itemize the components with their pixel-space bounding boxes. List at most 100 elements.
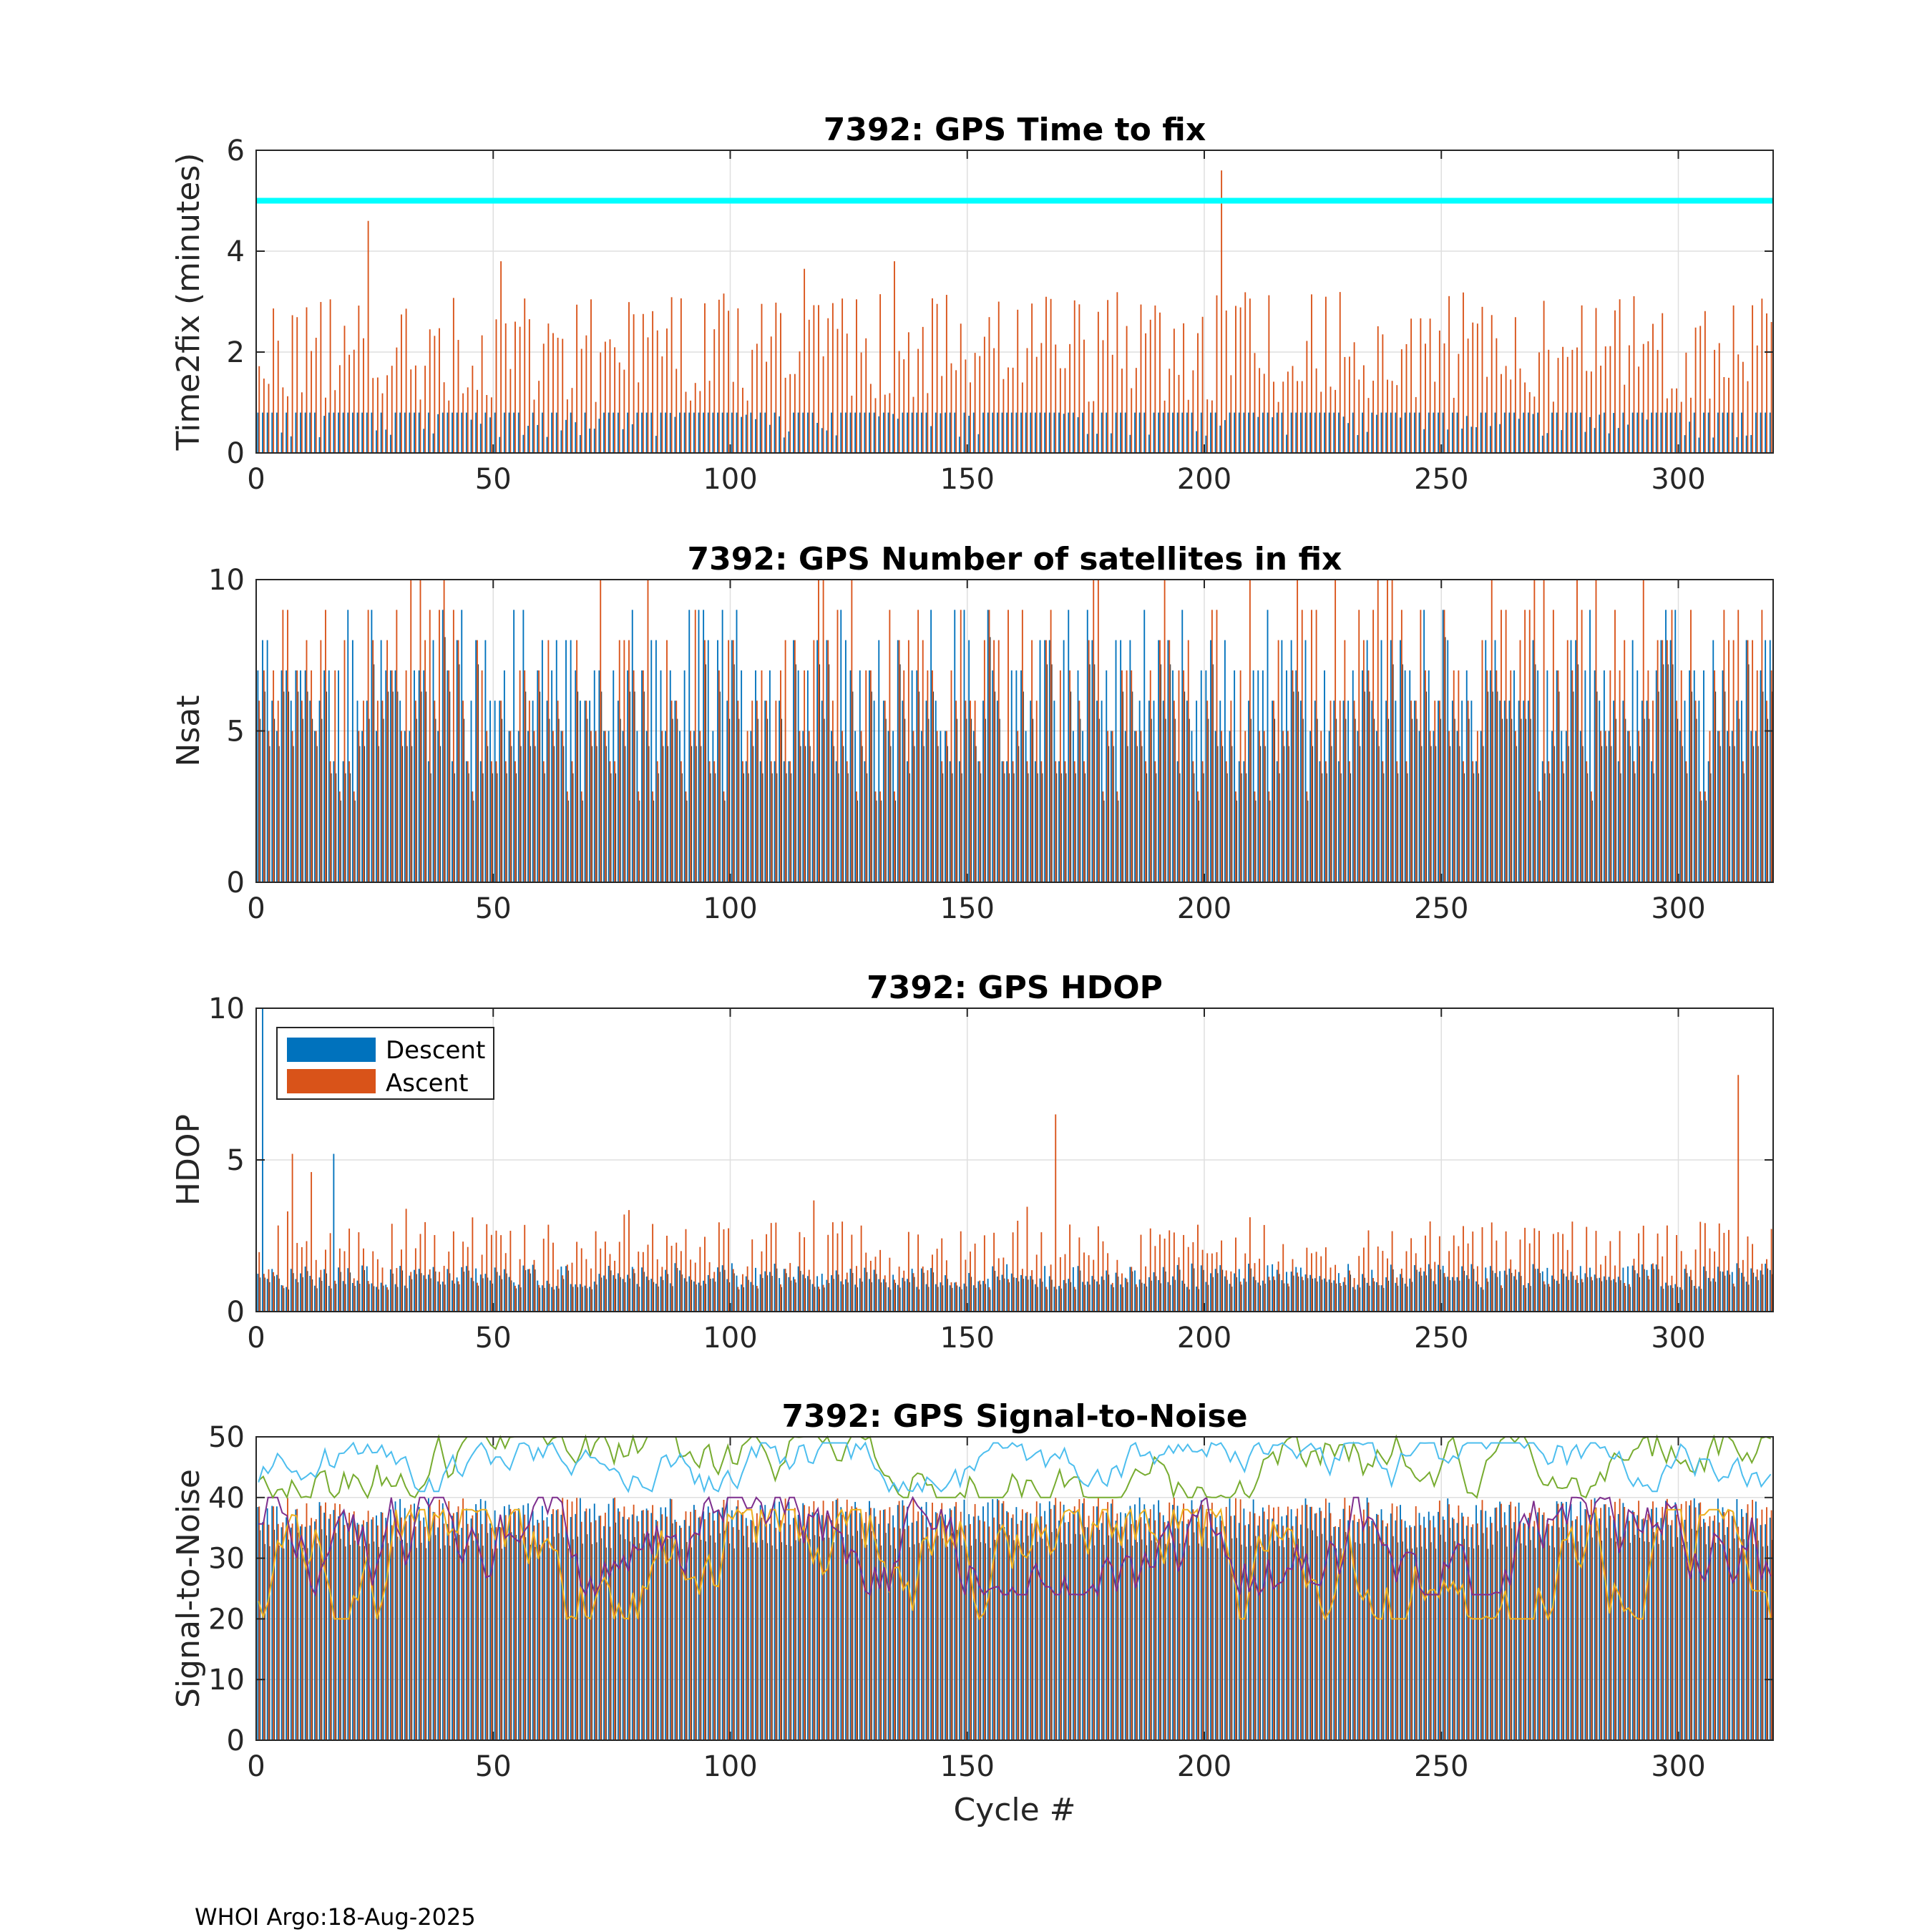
bar-ascent (699, 1516, 701, 1740)
bar-descent (1106, 412, 1108, 453)
bar-other (1146, 1545, 1148, 1740)
bar-ascent (1059, 670, 1061, 882)
bar-descent (1281, 1280, 1283, 1312)
bar-other (970, 1277, 972, 1312)
bar-descent (1433, 731, 1435, 882)
bar-other (1146, 773, 1148, 882)
bar-descent (1385, 412, 1387, 453)
bar-ascent (320, 302, 322, 453)
bar-other (274, 1529, 275, 1740)
bar-ascent (590, 1522, 592, 1740)
bar-other (648, 1279, 650, 1312)
bar-ascent (1400, 610, 1402, 882)
bar-ascent (1728, 377, 1729, 453)
bar-ascent (1107, 300, 1109, 453)
bar-other (1473, 1269, 1475, 1312)
bar-descent (835, 1499, 837, 1740)
bar-descent (461, 610, 463, 882)
bar-other (643, 1272, 645, 1312)
bar-descent (1750, 1522, 1752, 1740)
bar-ascent (1737, 1526, 1740, 1740)
bar-descent (1314, 412, 1316, 453)
bar-other (293, 1548, 294, 1740)
bar-descent (394, 412, 396, 453)
bar-other (1511, 1528, 1513, 1740)
bar-descent (1551, 1526, 1553, 1740)
bar-ascent (490, 1234, 492, 1312)
bar-ascent (775, 302, 777, 453)
bar-ascent (372, 1251, 374, 1312)
bar-ascent (434, 336, 436, 453)
bar-ascent (965, 1525, 967, 1740)
legend-swatch-descent (287, 1038, 376, 1062)
bar-ascent (1021, 1509, 1023, 1740)
bar-ascent (1557, 358, 1559, 453)
bar-descent (840, 1507, 842, 1740)
bar-ascent (1752, 640, 1754, 882)
bar-other (1331, 1282, 1332, 1312)
bar-ascent (1045, 296, 1047, 453)
bar-ascent (1145, 1266, 1147, 1312)
bar-descent (499, 436, 501, 453)
bar-ascent (1410, 318, 1413, 453)
bar-descent (1579, 412, 1581, 453)
bar-descent (452, 761, 453, 882)
bar-other (520, 1536, 522, 1740)
bar-descent (1499, 701, 1501, 882)
bar-descent (783, 1269, 785, 1312)
bar-ascent (429, 329, 431, 453)
bar-ascent (1581, 305, 1583, 453)
bar-descent (1342, 1282, 1345, 1312)
bar-ascent (879, 294, 882, 453)
bar-descent (1096, 1506, 1098, 1740)
bar-descent (707, 412, 709, 453)
bar-other (738, 1289, 740, 1312)
bar-descent (1613, 1519, 1615, 1740)
bar-ascent (595, 401, 597, 453)
bar-ascent (1017, 731, 1019, 882)
bar-descent (418, 670, 420, 882)
bar-descent (1385, 701, 1387, 882)
bar-ascent (808, 1269, 810, 1312)
bar-descent (1584, 1509, 1586, 1740)
bar-ascent (1666, 640, 1668, 882)
bar-other (350, 773, 351, 882)
bar-ascent (1088, 1516, 1090, 1740)
bar-descent (1214, 412, 1216, 453)
bar-ascent (784, 640, 786, 882)
bar-descent (1086, 610, 1088, 882)
bar-other (677, 1543, 678, 1740)
bar-other (1170, 1543, 1171, 1740)
bar-other (1743, 773, 1745, 882)
bar-ascent (419, 1521, 421, 1740)
bar-descent (1096, 701, 1098, 882)
bar-descent (1380, 640, 1382, 882)
bar-descent (1665, 1282, 1667, 1312)
bar-descent (873, 1269, 875, 1312)
bar-ascent (1183, 1234, 1185, 1312)
bar-ascent (1709, 731, 1711, 882)
bar-other (980, 1284, 982, 1312)
bar-other (1250, 1268, 1252, 1312)
bar-descent (318, 436, 321, 453)
bar-descent (869, 1279, 870, 1312)
bar-ascent (618, 1511, 620, 1740)
bar-other (444, 1545, 446, 1740)
bar-ascent (486, 395, 488, 453)
bar-ascent (780, 1520, 781, 1740)
bar-descent (465, 1266, 467, 1312)
bar-descent (717, 1510, 718, 1740)
bar-descent (1039, 1278, 1041, 1312)
bar-descent (1205, 435, 1207, 453)
bar-descent (1523, 412, 1525, 453)
bar-ascent (704, 303, 706, 453)
bar-ascent (879, 1249, 882, 1312)
bar-other (1065, 1283, 1067, 1312)
bar-descent (1470, 701, 1473, 882)
bar-other (1719, 1271, 1721, 1312)
bar-ascent (1528, 610, 1531, 882)
bar-ascent (633, 314, 635, 453)
bar-descent (1438, 701, 1439, 882)
bar-ascent (1259, 731, 1261, 882)
